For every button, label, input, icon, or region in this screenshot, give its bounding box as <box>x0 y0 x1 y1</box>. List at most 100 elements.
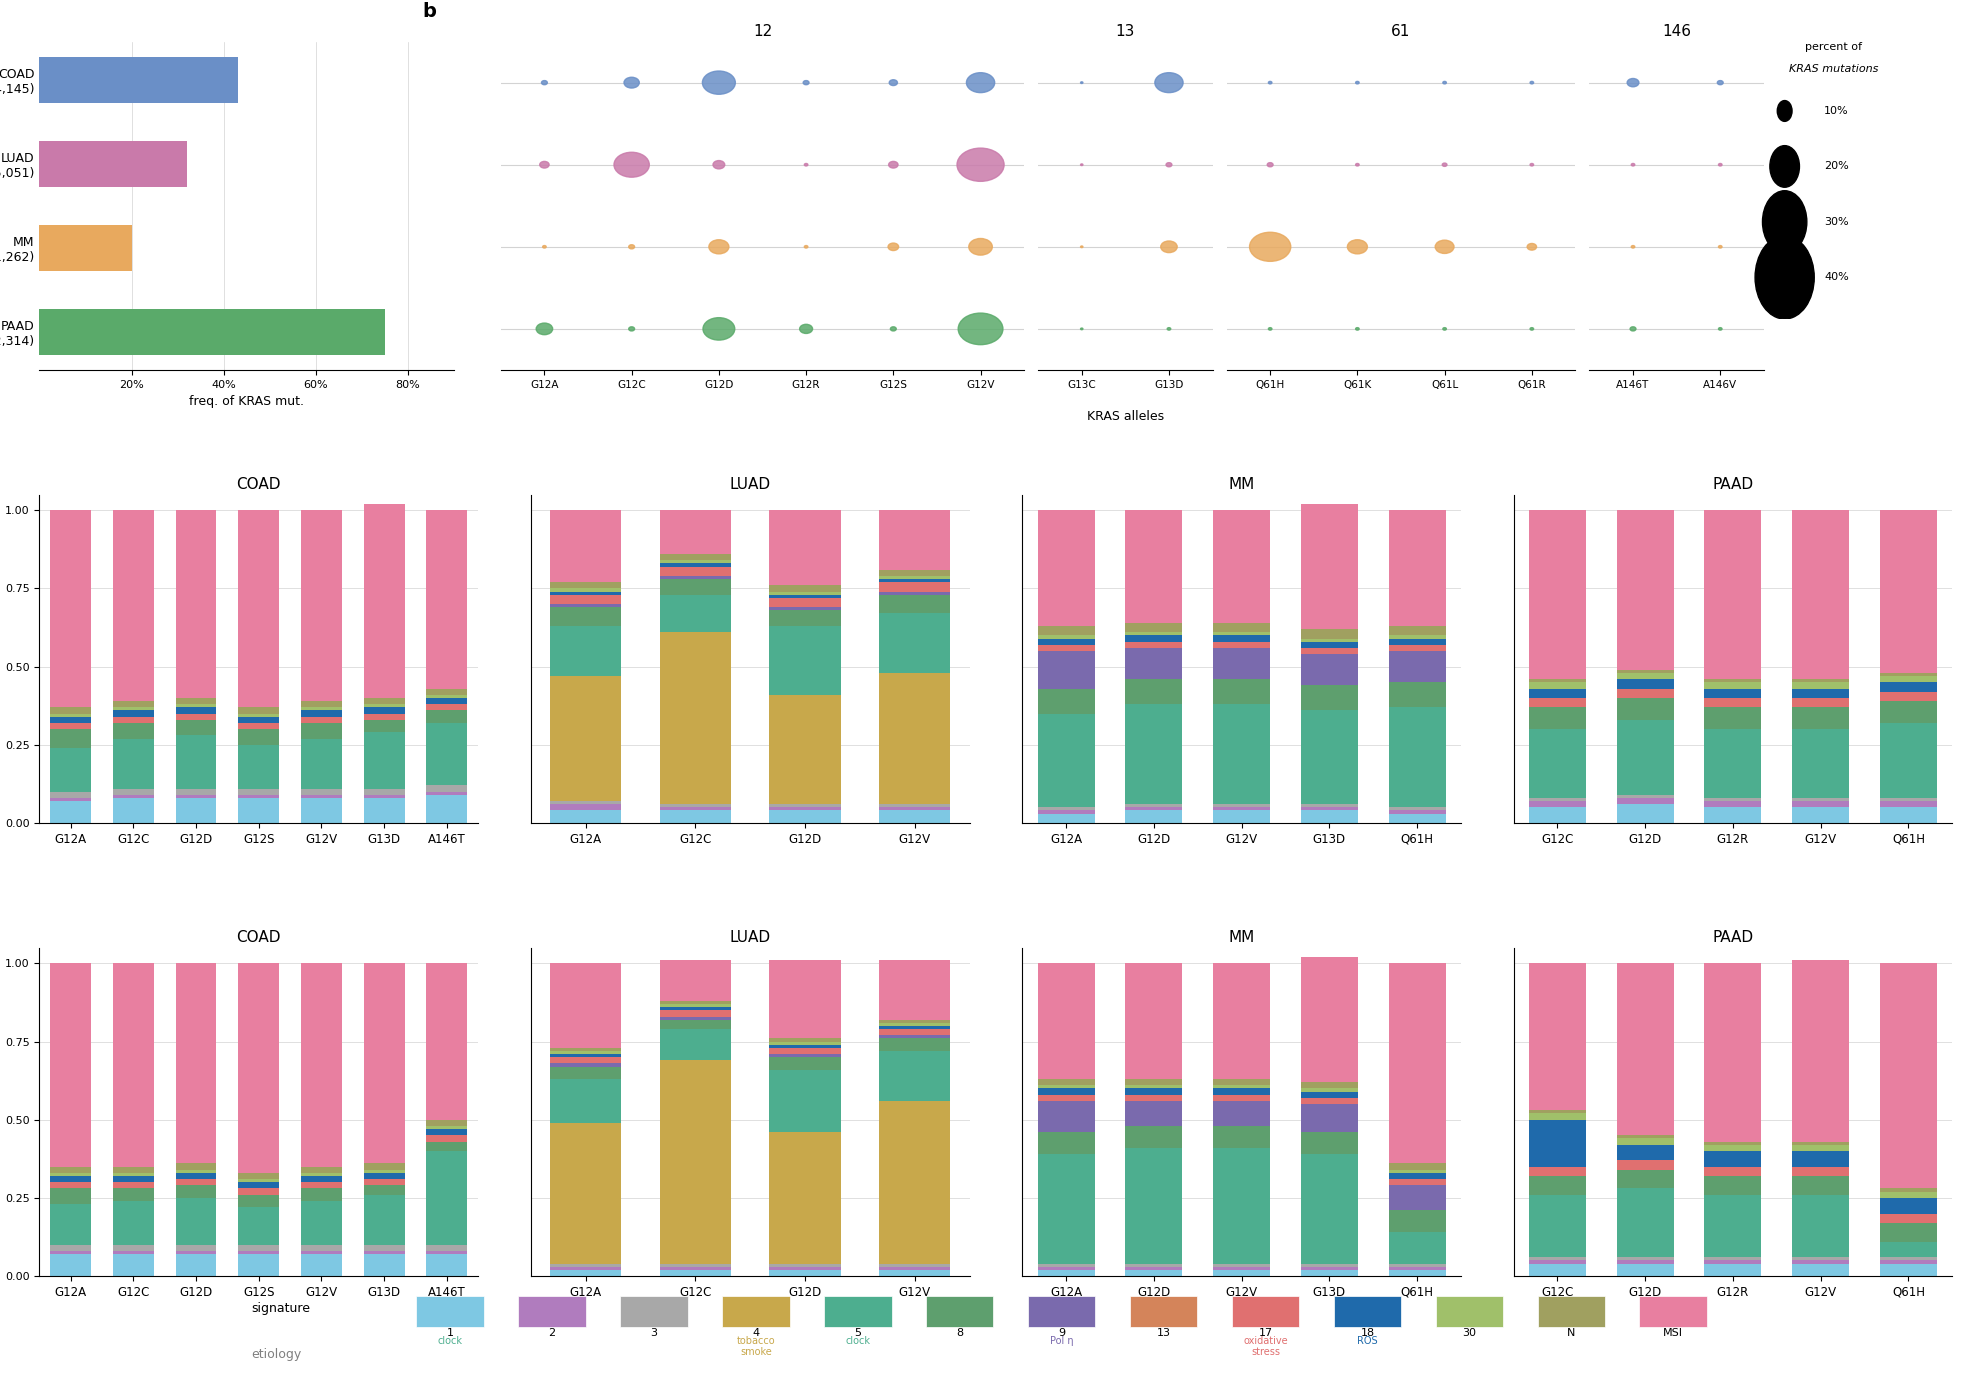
Title: 146: 146 <box>1662 24 1692 39</box>
Bar <box>112 964 154 1166</box>
Bar <box>302 707 341 710</box>
Bar <box>426 1254 467 1276</box>
Bar <box>51 802 91 822</box>
Bar <box>880 1029 951 1035</box>
Bar <box>363 707 404 713</box>
Ellipse shape <box>1081 164 1083 165</box>
Bar <box>880 595 951 613</box>
Bar <box>1879 798 1937 802</box>
Bar <box>1617 1264 1674 1276</box>
Bar <box>1793 960 1850 1142</box>
Bar <box>363 732 404 789</box>
Bar <box>426 710 467 723</box>
Bar <box>769 510 840 585</box>
Bar <box>550 810 621 822</box>
Bar <box>176 1173 217 1179</box>
Bar <box>112 795 154 798</box>
Bar <box>426 785 467 792</box>
Text: 3: 3 <box>651 1329 657 1338</box>
Bar <box>769 810 840 822</box>
Bar <box>1879 510 1937 673</box>
Bar <box>1793 510 1850 680</box>
Bar <box>239 713 280 717</box>
Bar <box>1037 1132 1094 1154</box>
Bar <box>769 608 840 610</box>
Bar <box>769 1047 840 1054</box>
Bar <box>1126 1126 1183 1148</box>
Bar <box>176 964 217 1164</box>
Ellipse shape <box>540 161 548 168</box>
Ellipse shape <box>1355 82 1359 83</box>
Bar <box>880 804 951 807</box>
Bar <box>176 735 217 789</box>
Title: 61: 61 <box>1392 24 1410 39</box>
Bar <box>1704 798 1761 802</box>
Ellipse shape <box>1718 327 1722 330</box>
Bar <box>550 1054 621 1057</box>
Ellipse shape <box>629 327 635 331</box>
Bar <box>550 595 621 605</box>
Bar <box>550 1264 621 1266</box>
Bar <box>1302 1082 1359 1089</box>
Bar <box>880 1039 951 1051</box>
Bar <box>1213 632 1270 635</box>
Bar <box>1388 651 1445 682</box>
Bar <box>51 717 91 723</box>
Ellipse shape <box>629 244 635 248</box>
Bar <box>880 576 951 580</box>
Bar <box>769 1054 840 1057</box>
Bar <box>112 1182 154 1189</box>
Bar <box>550 1079 621 1123</box>
Ellipse shape <box>1081 245 1083 248</box>
Text: Pol η: Pol η <box>1049 1336 1073 1345</box>
Bar <box>1037 810 1094 814</box>
Ellipse shape <box>1165 162 1171 166</box>
Bar <box>1528 1261 1585 1264</box>
Ellipse shape <box>1444 82 1445 83</box>
Bar <box>302 964 341 1166</box>
Bar <box>1793 1166 1850 1176</box>
Bar <box>1126 680 1183 705</box>
Ellipse shape <box>966 72 994 93</box>
Title: COAD: COAD <box>237 931 282 945</box>
Bar <box>1213 623 1270 632</box>
Bar <box>661 1029 732 1060</box>
Bar <box>239 1189 280 1194</box>
Bar <box>239 1254 280 1276</box>
Bar <box>1617 964 1674 1136</box>
Bar <box>1302 1089 1359 1092</box>
Bar <box>1388 1186 1445 1211</box>
Bar <box>176 1186 217 1198</box>
Bar <box>239 707 280 713</box>
Bar <box>1037 651 1094 688</box>
Bar <box>1388 682 1445 707</box>
Bar <box>1037 626 1094 635</box>
Bar <box>363 798 404 822</box>
Bar <box>1528 807 1585 822</box>
Bar <box>550 1057 621 1064</box>
Bar <box>1704 1144 1761 1151</box>
Bar <box>880 613 951 673</box>
Bar <box>426 1126 467 1129</box>
Bar <box>239 1244 280 1251</box>
Title: LUAD: LUAD <box>730 477 771 492</box>
Bar <box>176 1244 217 1251</box>
FancyBboxPatch shape <box>1232 1295 1300 1327</box>
Bar <box>1213 1269 1270 1276</box>
Bar <box>39 140 187 187</box>
Bar <box>1126 1148 1183 1264</box>
Bar <box>1037 1094 1094 1101</box>
Bar <box>1793 802 1850 807</box>
Bar <box>426 795 467 822</box>
Bar <box>1037 1269 1094 1276</box>
Bar <box>426 695 467 698</box>
Bar <box>426 1142 467 1151</box>
Bar <box>1037 807 1094 810</box>
Bar <box>1126 964 1183 1079</box>
FancyBboxPatch shape <box>1027 1295 1094 1327</box>
Bar <box>1302 1264 1359 1266</box>
Circle shape <box>1777 101 1793 122</box>
Bar <box>1528 1111 1585 1114</box>
Bar <box>363 795 404 798</box>
Bar <box>550 804 621 810</box>
